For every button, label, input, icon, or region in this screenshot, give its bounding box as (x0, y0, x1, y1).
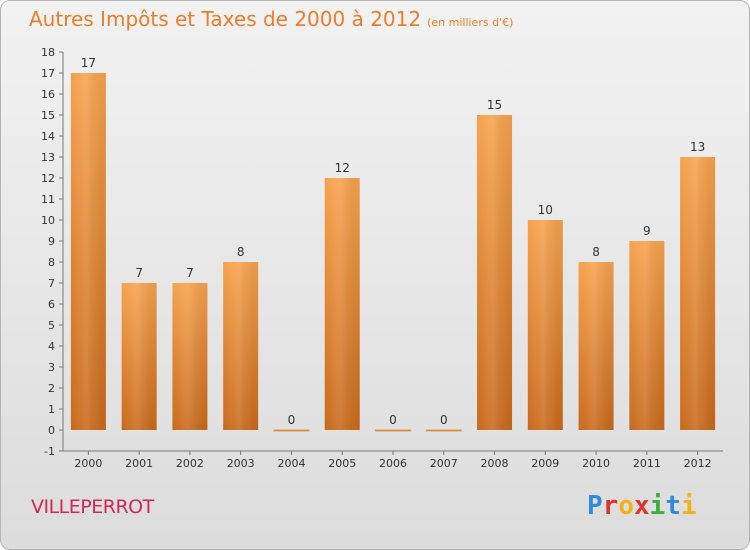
bar-shine (121, 283, 157, 430)
x-tick-label: 2011 (633, 457, 661, 470)
logo-letter: o (618, 491, 634, 521)
value-label: 8 (592, 245, 600, 259)
y-tick-label: 1 (48, 403, 55, 416)
value-label: 7 (135, 266, 143, 280)
y-tick-label: 0 (48, 424, 55, 437)
bar (425, 429, 462, 432)
bar-shine (527, 220, 563, 430)
x-tick-label: 2003 (227, 457, 255, 470)
bar (273, 429, 310, 432)
x-tick-label: 2006 (379, 457, 407, 470)
bar-shine (70, 73, 106, 430)
x-tick-label: 2001 (125, 457, 153, 470)
chart-title: Autres Impôts et Taxes de 2000 à 2012 (en… (29, 7, 513, 31)
x-tick-label: 2005 (328, 457, 356, 470)
commune-name: VILLEPERROT (31, 496, 154, 518)
y-tick-label: 9 (48, 235, 55, 248)
y-tick-label: 2 (48, 382, 55, 395)
value-label: 12 (335, 161, 350, 175)
x-tick-label: 2009 (531, 457, 559, 470)
logo-letter: x (633, 491, 650, 521)
title-text: Autres Impôts et Taxes de 2000 à 2012 (29, 7, 422, 31)
y-tick-label: 7 (48, 277, 55, 290)
logo-letter: i (649, 491, 666, 521)
proxiti-logo: Proxiti (587, 491, 697, 521)
bar-shine (172, 283, 208, 430)
value-label: 8 (237, 245, 245, 259)
x-tick-label: 2010 (582, 457, 610, 470)
y-tick-label: 8 (48, 256, 55, 269)
y-tick-label: 11 (41, 193, 55, 206)
value-label: 0 (288, 413, 296, 427)
y-tick-label: -1 (44, 445, 55, 458)
x-tick-label: 2008 (481, 457, 509, 470)
value-label: 17 (81, 56, 96, 70)
y-tick-label: 18 (41, 46, 55, 59)
value-label: 7 (186, 266, 194, 280)
logo-letter: t (665, 491, 681, 521)
y-tick-label: 15 (41, 109, 55, 122)
x-tick-label: 2012 (684, 457, 712, 470)
bar-shine (680, 157, 716, 430)
unit-label: (en milliers d'€) (427, 16, 514, 29)
logo-letter: i (680, 491, 697, 521)
value-label: 0 (389, 413, 397, 427)
y-tick-label: 14 (41, 130, 55, 143)
bar-shine (324, 178, 360, 430)
bar (375, 429, 411, 432)
y-tick-label: 12 (41, 172, 55, 185)
y-tick-label: 5 (48, 319, 55, 332)
value-label: 9 (643, 224, 651, 238)
bar-shine (629, 241, 665, 430)
x-tick-label: 2000 (74, 457, 102, 470)
value-label: 10 (538, 203, 553, 217)
logo-letter: r (602, 491, 619, 521)
bar-shine (223, 262, 259, 430)
y-tick-label: 4 (48, 340, 55, 353)
bar-shine (578, 262, 614, 430)
y-tick-label: 17 (41, 67, 55, 80)
value-label: 13 (690, 140, 705, 154)
x-tick-label: 2007 (430, 457, 458, 470)
y-tick-label: 3 (48, 361, 55, 374)
y-tick-label: 13 (41, 151, 55, 164)
logo-letter: P (587, 491, 603, 521)
x-tick-label: 2002 (176, 457, 204, 470)
y-tick-label: 6 (48, 298, 55, 311)
y-tick-label: 16 (41, 88, 55, 101)
value-label: 0 (440, 413, 448, 427)
y-tick-label: 10 (41, 214, 55, 227)
bar-shine (477, 115, 513, 430)
value-label: 15 (487, 98, 502, 112)
x-tick-label: 2004 (277, 457, 305, 470)
